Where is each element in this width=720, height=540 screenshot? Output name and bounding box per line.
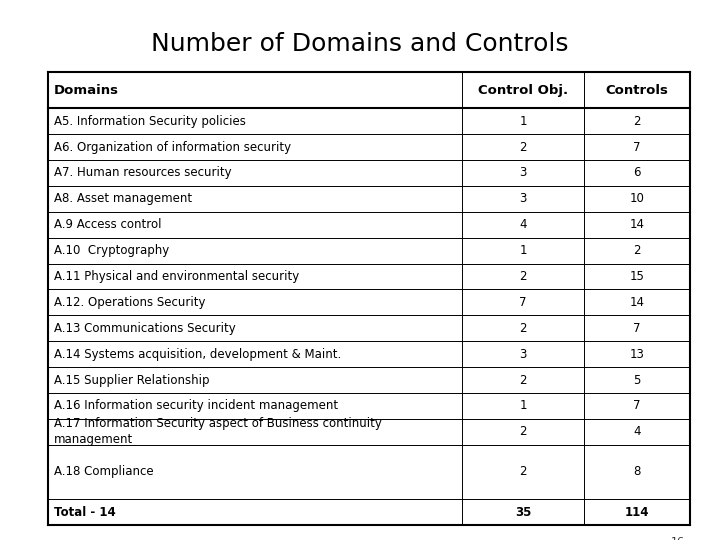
Text: 13: 13 bbox=[629, 348, 644, 361]
Text: 4: 4 bbox=[519, 218, 527, 231]
Text: 8: 8 bbox=[634, 465, 641, 478]
Text: 4: 4 bbox=[634, 426, 641, 438]
Text: 2: 2 bbox=[519, 140, 527, 153]
Text: 2: 2 bbox=[519, 465, 527, 478]
Text: A.15 Supplier Relationship: A.15 Supplier Relationship bbox=[54, 374, 210, 387]
Text: 35: 35 bbox=[515, 505, 531, 518]
Text: 7: 7 bbox=[634, 400, 641, 413]
Text: 2: 2 bbox=[634, 244, 641, 257]
Text: A.12. Operations Security: A.12. Operations Security bbox=[54, 296, 205, 309]
Text: 2: 2 bbox=[519, 322, 527, 335]
Text: 16: 16 bbox=[671, 537, 685, 540]
Text: A.9 Access control: A.9 Access control bbox=[54, 218, 161, 231]
Text: 6: 6 bbox=[634, 166, 641, 179]
Text: 7: 7 bbox=[519, 296, 527, 309]
Text: A.10  Cryptography: A.10 Cryptography bbox=[54, 244, 169, 257]
Text: 114: 114 bbox=[625, 505, 649, 518]
Text: 2: 2 bbox=[634, 114, 641, 127]
Text: A5. Information Security policies: A5. Information Security policies bbox=[54, 114, 246, 127]
Text: A7. Human resources security: A7. Human resources security bbox=[54, 166, 232, 179]
Text: 3: 3 bbox=[519, 192, 527, 205]
Text: 10: 10 bbox=[629, 192, 644, 205]
Text: A.13 Communications Security: A.13 Communications Security bbox=[54, 322, 235, 335]
Text: 1: 1 bbox=[519, 114, 527, 127]
Text: A.14 Systems acquisition, development & Maint.: A.14 Systems acquisition, development & … bbox=[54, 348, 341, 361]
Text: 2: 2 bbox=[519, 426, 527, 438]
Text: 7: 7 bbox=[634, 322, 641, 335]
Text: A.18 Compliance: A.18 Compliance bbox=[54, 465, 153, 478]
Text: 5: 5 bbox=[634, 374, 641, 387]
Text: 2: 2 bbox=[519, 374, 527, 387]
Text: Number of Domains and Controls: Number of Domains and Controls bbox=[151, 32, 569, 56]
Text: 14: 14 bbox=[629, 218, 644, 231]
Text: Domains: Domains bbox=[54, 84, 119, 97]
Text: A8. Asset management: A8. Asset management bbox=[54, 192, 192, 205]
Text: 3: 3 bbox=[519, 348, 527, 361]
Text: 7: 7 bbox=[634, 140, 641, 153]
Text: A.16 Information security incident management: A.16 Information security incident manag… bbox=[54, 400, 338, 413]
Text: Total - 14: Total - 14 bbox=[54, 505, 116, 518]
Text: 2: 2 bbox=[519, 270, 527, 283]
Text: A.17 Information Security aspect of Business continuity
management: A.17 Information Security aspect of Busi… bbox=[54, 417, 382, 447]
Text: Controls: Controls bbox=[606, 84, 668, 97]
Text: 1: 1 bbox=[519, 400, 527, 413]
Text: 3: 3 bbox=[519, 166, 527, 179]
Text: 15: 15 bbox=[629, 270, 644, 283]
Text: A6. Organization of information security: A6. Organization of information security bbox=[54, 140, 291, 153]
Text: Control Obj.: Control Obj. bbox=[478, 84, 568, 97]
Text: A.11 Physical and environmental security: A.11 Physical and environmental security bbox=[54, 270, 300, 283]
Text: 14: 14 bbox=[629, 296, 644, 309]
Text: 1: 1 bbox=[519, 244, 527, 257]
